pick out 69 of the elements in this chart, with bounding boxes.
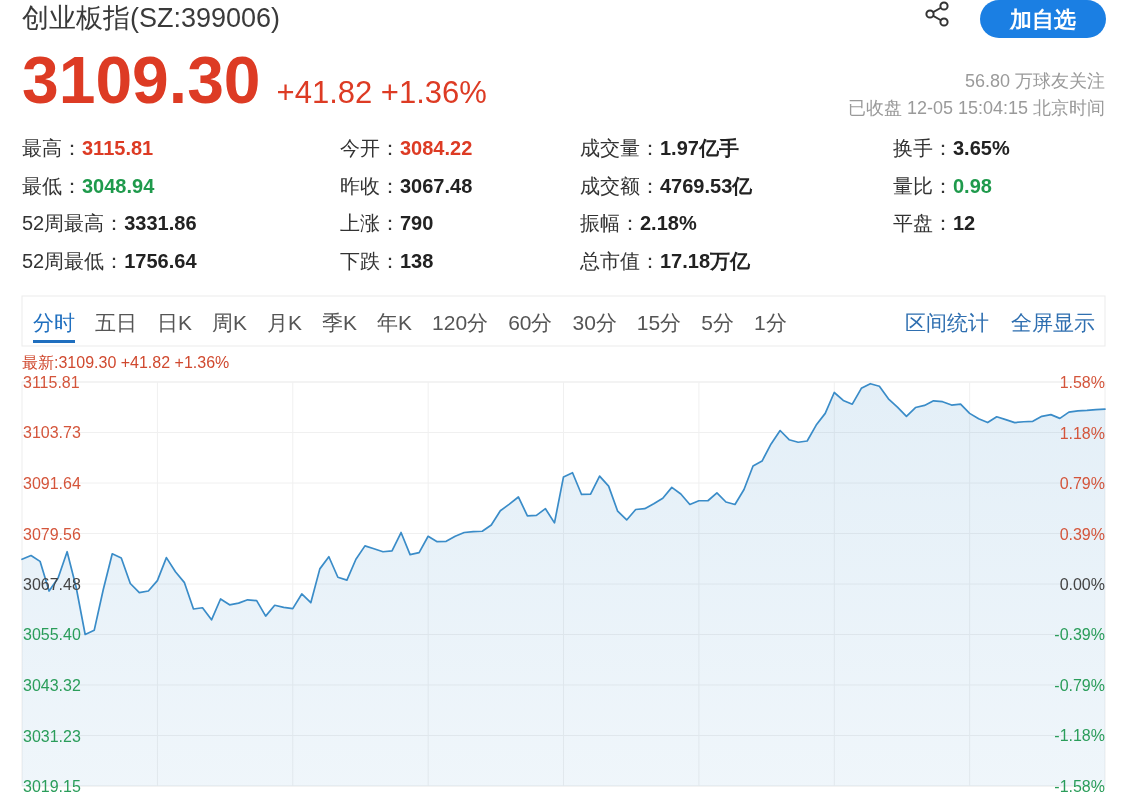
text: 创业板指(SZ:399006) [22,3,281,33]
y2-tick-label: -1.58% [1054,777,1105,795]
y-tick-label: 3031.23 [23,727,81,745]
text: 成交额： [580,174,660,197]
y2-tick-label: 0.79% [1059,474,1105,492]
text: 52周最高： [22,212,125,234]
text: 五日 [95,311,137,334]
y-tick-label: 3055.40 [23,625,81,643]
y2-tick-label: 1.18% [1059,424,1105,442]
y-tick-label: 3043.32 [23,676,81,694]
text: 最高： [22,137,82,159]
chart-title: 最新:3109.30 +41.82 +1.36% [22,354,230,371]
text: 3048.94 [82,174,156,197]
text: 换手： [893,137,953,159]
y-tick-label: 3115.81 [23,373,80,391]
text: 3109.30 [22,43,261,117]
text: 月K [267,311,303,334]
add-button: 加自选 [980,0,1106,38]
text: 52周最低： [22,249,125,272]
text: 年K [377,311,413,334]
text: 3.65% [953,137,1010,159]
y-tick-label: 3103.73 [23,423,81,441]
text: 成交量： [580,137,660,159]
y2-tick-label: -1.18% [1054,726,1105,744]
text: 60分 [508,311,553,334]
text: 15分 [636,311,682,334]
text: 上涨： [340,212,400,234]
text: 138 [400,249,434,272]
text: 振幅： [580,212,640,234]
y-tick-label: 3079.56 [23,525,81,543]
text: 周K [212,311,248,334]
text: 平盘： [893,212,953,234]
text: 量比： [893,174,953,197]
text: 17.18万亿 [660,249,752,272]
text: 昨收： [340,174,400,197]
y2-tick-label: -0.39% [1054,625,1105,643]
text: 790 [400,212,434,234]
y2-tick-label: 0.39% [1059,525,1105,543]
text: 1.97亿手 [660,137,739,159]
text: 最低： [22,174,82,197]
text: 今开： [340,137,400,159]
y2-tick-label: -0.79% [1054,676,1105,694]
text: 5分 [701,311,734,334]
text: 2.18% [640,212,697,234]
text: 3084.22 [400,137,473,159]
y-tick-label: 3019.15 [23,777,81,795]
text: 1756.64 [124,249,198,272]
text: 下跌： [340,249,400,272]
text: 3067.48 [400,174,473,197]
text: 1分 [753,311,787,334]
text: 0.98 [953,174,992,197]
text: 120分 [432,311,489,334]
text: 30分 [572,311,617,334]
text: +41.82 +1.36% [276,75,487,110]
text: 12 [953,212,976,234]
text: 日K [157,311,193,334]
text: 56.80 万球友关注 [964,71,1105,91]
text: 4769.53亿 [660,174,754,197]
text: 区间统计 [905,311,989,334]
text: 分时 [33,311,75,334]
text: 3115.81 [82,137,154,159]
text: 总市值： [579,249,660,272]
text: 全屏显示 [1011,311,1095,334]
y2-tick-label: 1.58% [1059,373,1105,391]
text: 季K [322,311,358,334]
text: 3331.86 [124,212,197,234]
text: 已收盘 12-05 15:04:15 北京时间 [847,98,1105,118]
y2-tick-label: 0.00% [1059,575,1105,593]
y-tick-label: 3091.64 [23,474,81,492]
